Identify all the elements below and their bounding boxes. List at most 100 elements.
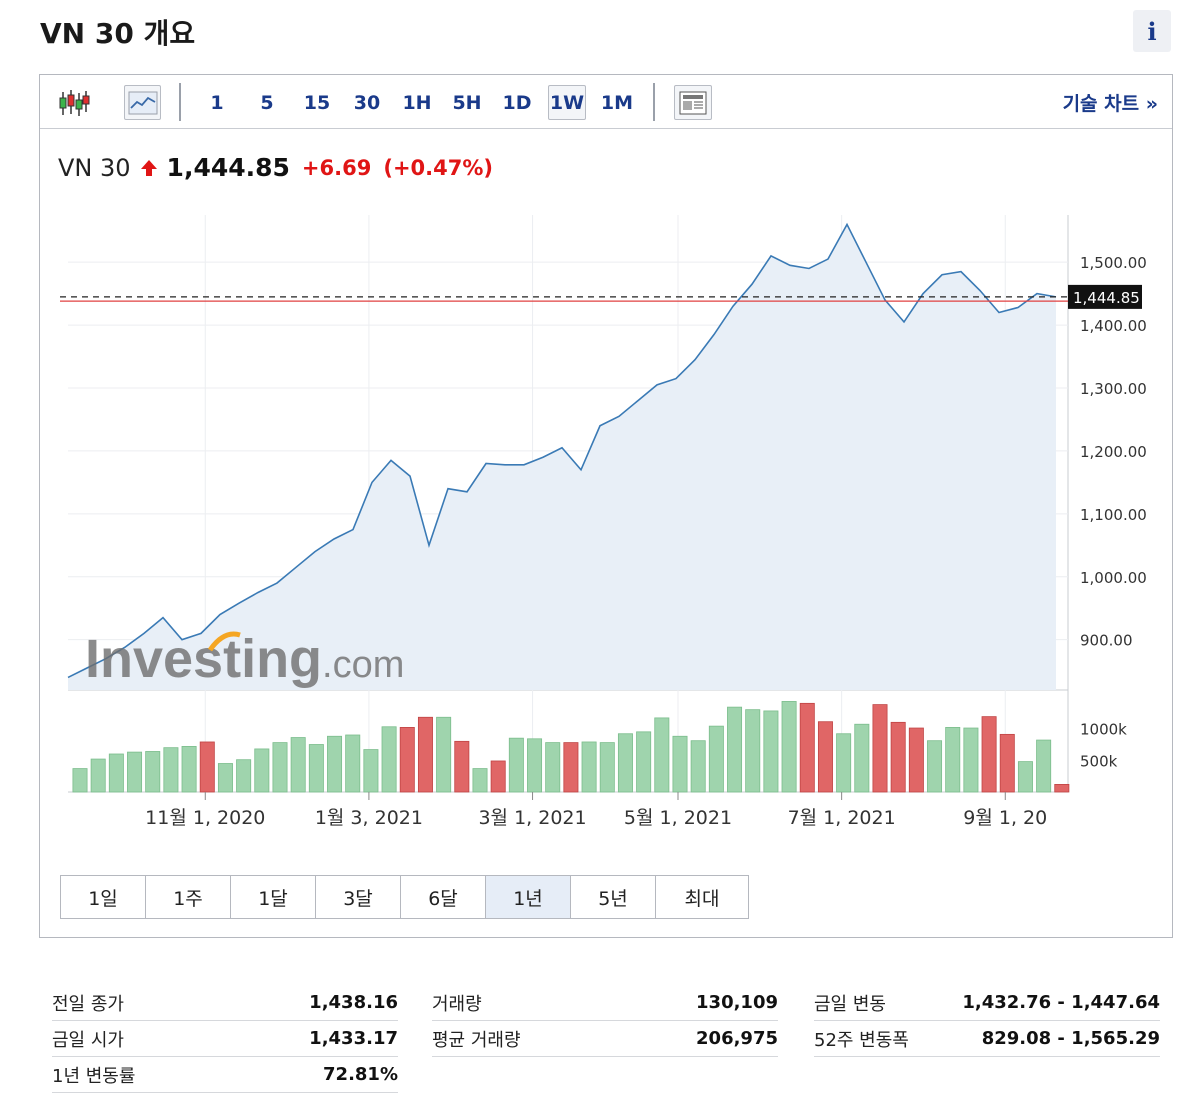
arrow-up-icon — [140, 159, 157, 176]
price-line — [67, 222, 1057, 679]
volume-bar — [345, 734, 361, 793]
price-tick-label: 1,100.00 — [1080, 506, 1147, 524]
last-price: 1,444.85 — [166, 153, 290, 182]
range-button-4[interactable]: 6달 — [401, 876, 486, 918]
interval-button-1[interactable]: 1 — [210, 91, 224, 114]
price-tick-label: 1,300.00 — [1080, 380, 1147, 398]
volume-bar — [981, 716, 997, 793]
toolbar-separator — [179, 83, 181, 121]
line-chart-button[interactable] — [124, 85, 161, 120]
stat-label: 52주 변동폭 — [814, 1029, 909, 1051]
volume-bar — [90, 758, 106, 793]
volume-bar — [508, 737, 524, 793]
volume-bar — [763, 710, 779, 793]
volume-bar — [381, 726, 397, 793]
volume-bar — [799, 702, 815, 793]
technical-chart-link[interactable]: 기술 차트 » — [1062, 93, 1158, 115]
volume-bar — [272, 742, 288, 793]
price-change: +6.69 — [301, 155, 372, 180]
volume-bar — [163, 747, 179, 793]
volume-bar — [945, 727, 961, 793]
volume-bar — [181, 746, 197, 793]
volume-bar — [963, 727, 979, 793]
volume-bar — [617, 733, 633, 793]
chart-toolbar: 1 5 15 30 1H 5H 1D 1W 1M 기술 차트 » — [40, 75, 1172, 129]
last-price-tag-label: 1,444.85 — [1073, 289, 1140, 307]
range-button-6[interactable]: 5년 — [571, 876, 656, 918]
page-title: VN 30 개요 — [40, 17, 196, 50]
toolbar-separator — [653, 83, 655, 121]
volume-bar — [999, 733, 1015, 793]
volume-bar — [908, 727, 924, 793]
stat-row: 평균 거래량 206,975 — [432, 1021, 778, 1057]
x-tick-label: 3월 1, 2021 — [478, 807, 586, 829]
x-tick-label: 11월 1, 2020 — [145, 807, 265, 829]
range-button-1[interactable]: 1주 — [146, 876, 231, 918]
volume-bar — [817, 721, 833, 793]
price-area — [68, 224, 1056, 691]
stat-row: 거래량 130,109 — [432, 985, 778, 1021]
volume-bar — [127, 751, 143, 793]
volume-bar — [872, 704, 888, 793]
price-chart[interactable]: Investing.com 900.00 1,000.00 1,100.00 1,200… — [40, 75, 1172, 865]
chart-frame: 1 5 15 30 1H 5H 1D 1W 1M 기술 차트 » VN 30 1,444.85 … — [39, 74, 1173, 938]
volume-bar — [363, 749, 379, 793]
volume-bar — [490, 760, 506, 793]
stat-value: 72.81% — [323, 1064, 398, 1085]
line-chart-icon — [128, 91, 157, 114]
volume-bar — [727, 706, 743, 793]
volume-bar — [690, 740, 706, 793]
stat-label: 금일 변동 — [814, 993, 886, 1015]
stat-value: 1,438.16 — [309, 992, 398, 1013]
interval-button-30[interactable]: 30 — [353, 91, 381, 114]
volume-bar — [308, 744, 324, 793]
range-button-2[interactable]: 1달 — [231, 876, 316, 918]
volume-bar — [854, 723, 870, 793]
interval-button-5h[interactable]: 5H — [452, 91, 482, 114]
candlestick-chart-button[interactable] — [54, 85, 94, 120]
x-tick-label: 7월 1, 2021 — [788, 807, 896, 829]
price-tick-label: 900.00 — [1080, 632, 1133, 650]
x-tick-label: 9월 1, 20 — [963, 807, 1047, 829]
volume-bar — [254, 748, 270, 793]
volume-bar — [72, 768, 88, 793]
stat-value: 1,433.17 — [309, 1028, 398, 1049]
stat-value: 829.08 - 1,565.29 — [981, 1028, 1160, 1049]
interval-button-5[interactable]: 5 — [260, 91, 274, 114]
interval-button-1m[interactable]: 1M — [600, 91, 634, 114]
volume-bar — [890, 721, 906, 793]
stat-label: 금일 시가 — [52, 1029, 124, 1051]
x-tick-label: 5월 1, 2021 — [624, 807, 732, 829]
volume-bar — [745, 709, 761, 793]
news-overlay-button[interactable] — [674, 85, 712, 120]
range-button-3[interactable]: 3달 — [316, 876, 401, 918]
interval-button-1d[interactable]: 1D — [502, 91, 532, 114]
range-button-0[interactable]: 1일 — [61, 876, 146, 918]
volume-bar — [599, 742, 615, 793]
interval-button-15[interactable]: 15 — [303, 91, 331, 114]
range-button-5[interactable]: 1년 — [486, 876, 571, 918]
stat-row: 52주 변동폭 829.08 - 1,565.29 — [814, 1021, 1160, 1057]
last-price-tag — [1068, 284, 1142, 309]
candlestick-icon — [59, 89, 90, 116]
volume-bar — [199, 741, 215, 793]
volume-bar — [1054, 784, 1070, 793]
range-button-7[interactable]: 최대 — [656, 876, 748, 918]
price-tick-label: 1,000.00 — [1080, 569, 1147, 587]
info-button[interactable]: i — [1133, 10, 1171, 52]
volume-bar — [108, 753, 124, 793]
price-tick-label: 1,400.00 — [1080, 317, 1147, 335]
interval-button-1w[interactable]: 1W — [548, 85, 586, 120]
volume-tick-label: 500k — [1080, 752, 1118, 770]
interval-button-1h[interactable]: 1H — [402, 91, 432, 114]
volume-bar — [563, 742, 579, 793]
volume-bar — [236, 759, 252, 793]
volume-bar — [472, 768, 488, 793]
stat-row: 금일 변동 1,432.76 - 1,447.64 — [814, 985, 1160, 1021]
x-tick-label: 1월 3, 2021 — [315, 807, 423, 829]
stat-label: 거래량 — [432, 993, 482, 1015]
volume-bar — [327, 735, 343, 793]
stat-value: 1,432.76 - 1,447.64 — [962, 992, 1160, 1013]
price-tick-label: 1,200.00 — [1080, 443, 1147, 461]
stat-label: 전일 종가 — [52, 993, 124, 1015]
